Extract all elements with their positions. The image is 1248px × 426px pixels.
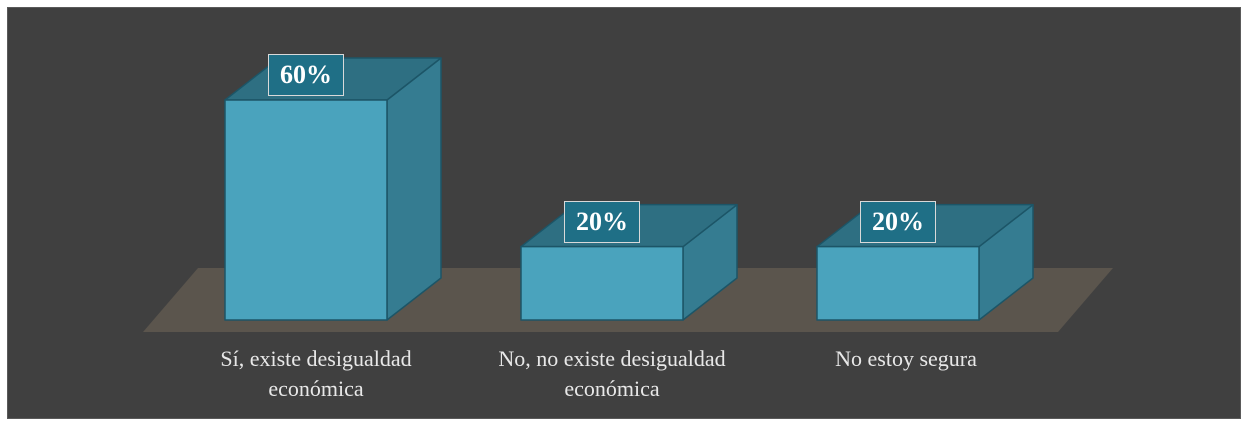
bar-front-no-segura (816, 245, 980, 321)
category-label-no: No, no existe desigualdad económica (498, 346, 726, 401)
data-label-no-segura: 20% (860, 200, 936, 243)
bar-front-si (224, 99, 388, 321)
data-label-si: 60% (268, 54, 344, 96)
bar-front-no (520, 245, 684, 321)
data-label-no: 20% (564, 200, 640, 243)
bar-side-si (386, 57, 442, 321)
chart-area: 60% 20% 20% Sí, existe desigualdad econó… (7, 7, 1241, 419)
category-label-no-segura: No estoy segura (835, 346, 977, 371)
category-label-si: Sí, existe desigualdad económica (220, 346, 412, 401)
bar-si (224, 57, 442, 321)
bars-group (224, 57, 1034, 321)
chart-plot (143, 57, 1113, 332)
